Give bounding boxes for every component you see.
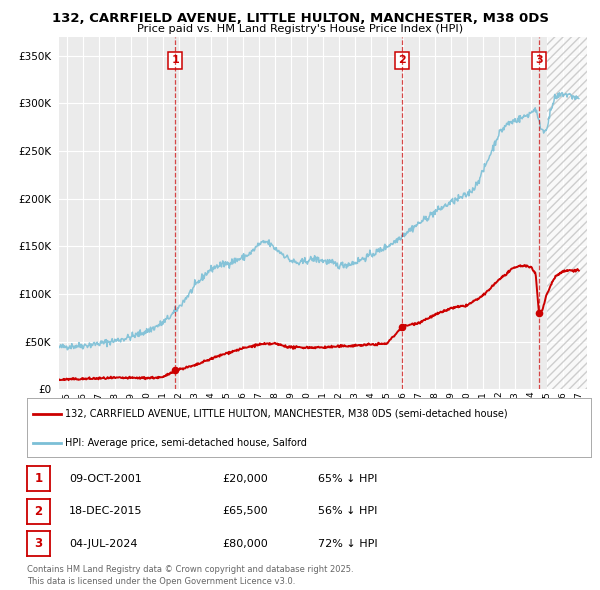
Text: £65,500: £65,500 — [222, 506, 268, 516]
Text: 1: 1 — [171, 55, 179, 65]
Text: 2: 2 — [398, 55, 406, 65]
Text: 56% ↓ HPI: 56% ↓ HPI — [318, 506, 377, 516]
Text: HPI: Average price, semi-detached house, Salford: HPI: Average price, semi-detached house,… — [65, 438, 307, 448]
Text: £80,000: £80,000 — [222, 539, 268, 549]
Text: 2: 2 — [34, 504, 43, 518]
Text: 18-DEC-2015: 18-DEC-2015 — [69, 506, 143, 516]
Text: 09-OCT-2001: 09-OCT-2001 — [69, 474, 142, 484]
Text: 65% ↓ HPI: 65% ↓ HPI — [318, 474, 377, 484]
Text: Price paid vs. HM Land Registry's House Price Index (HPI): Price paid vs. HM Land Registry's House … — [137, 24, 463, 34]
Text: 72% ↓ HPI: 72% ↓ HPI — [318, 539, 377, 549]
Text: £20,000: £20,000 — [222, 474, 268, 484]
Text: Contains HM Land Registry data © Crown copyright and database right 2025.
This d: Contains HM Land Registry data © Crown c… — [27, 565, 353, 586]
Text: 3: 3 — [34, 537, 43, 550]
Text: 132, CARRFIELD AVENUE, LITTLE HULTON, MANCHESTER, M38 0DS (semi-detached house): 132, CARRFIELD AVENUE, LITTLE HULTON, MA… — [65, 409, 508, 418]
Text: 132, CARRFIELD AVENUE, LITTLE HULTON, MANCHESTER, M38 0DS: 132, CARRFIELD AVENUE, LITTLE HULTON, MA… — [52, 12, 548, 25]
Text: 1: 1 — [34, 472, 43, 486]
Text: 04-JUL-2024: 04-JUL-2024 — [69, 539, 137, 549]
Text: 3: 3 — [535, 55, 543, 65]
